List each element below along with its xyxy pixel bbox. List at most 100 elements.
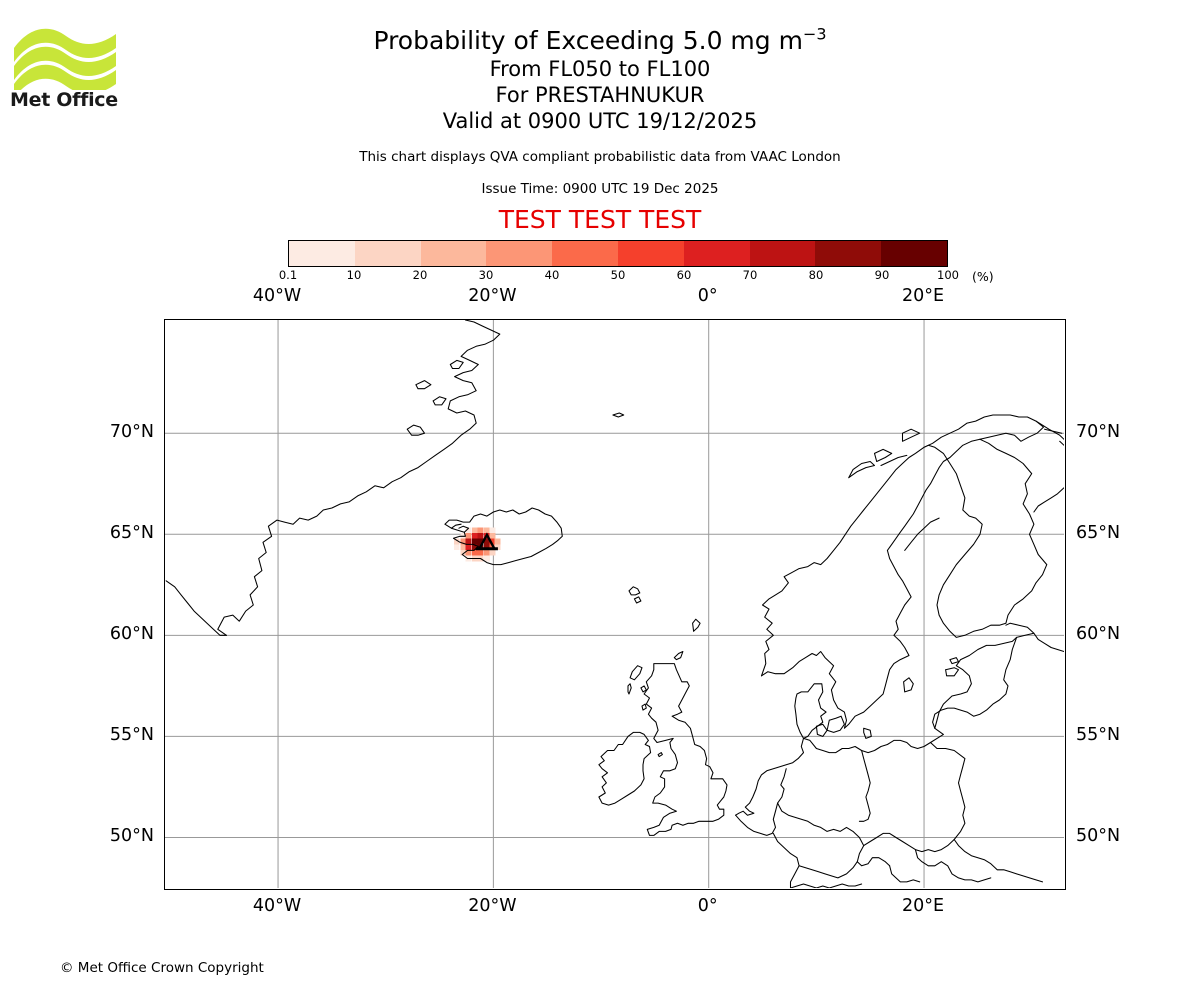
coastline-path-8	[458, 525, 470, 533]
copyright-notice: © Met Office Crown Copyright	[60, 960, 264, 976]
coastline-path-48	[929, 741, 966, 841]
met-office-logo-text: Met Office	[10, 89, 118, 111]
ash-cell	[472, 538, 479, 545]
ash-cell	[465, 533, 472, 539]
ash-cell	[489, 533, 496, 539]
coastline-path-40	[1059, 440, 1064, 446]
coastline-path-39	[1033, 487, 1064, 513]
ash-cell	[472, 544, 479, 551]
logo-wave-2	[14, 46, 116, 80]
coastline-path-36	[945, 667, 960, 677]
colorbar-segment-1	[354, 241, 421, 266]
axis-label-lon-bot-0: 0°	[697, 896, 718, 916]
axis-label-lat-left-70: 70°N	[109, 422, 154, 443]
axis-label-lat-left-65: 65°N	[109, 523, 154, 544]
colorbar-tick-40: 40	[544, 268, 560, 282]
ash-cell	[453, 538, 460, 545]
test-banner: TEST TEST TEST	[498, 205, 702, 234]
volcano-marker-layer	[475, 532, 498, 551]
axis-label-lat-left-60: 60°N	[109, 624, 154, 645]
coastline-path-16	[629, 665, 643, 681]
volcano-name-subtitle: For PRESTAHNUKUR	[495, 83, 705, 107]
ash-cell	[465, 544, 472, 551]
coastline-path-13	[673, 650, 684, 661]
coastline-path-51	[953, 838, 1044, 883]
coastline-path-41	[1044, 428, 1063, 434]
ash-cell	[477, 533, 484, 539]
colorbar-tick-10: 10	[346, 268, 362, 282]
coastline-path-20	[598, 731, 652, 806]
met-office-logo: Met Office	[10, 18, 120, 114]
coastline-path-46	[863, 832, 955, 853]
coastline-path-19	[657, 752, 663, 758]
coastline-path-0	[217, 320, 501, 636]
axis-label-lat-right-60: 60°N	[1076, 624, 1121, 645]
page-title-text: Probability of Exceeding 5.0 mg m	[373, 26, 803, 55]
colorbar-tick-labels: 0.1 10 20 30 40 50 60 70 80 90 100	[279, 267, 959, 283]
ash-cell	[483, 544, 490, 551]
coastline-path-37	[949, 657, 960, 665]
colorbar-tick-100: 100	[937, 268, 959, 282]
ash-cell	[494, 544, 501, 551]
colorbar-tick-20: 20	[412, 268, 428, 282]
chart-title-block: Probability of Exceeding 5.0 mg m−3 From…	[0, 0, 1200, 234]
coastline-path-30	[794, 683, 827, 739]
ash-cell	[477, 538, 484, 545]
map-panel: 40°W 40°W 20°W 20°W 0° 0° 20°E 20°E 70°N 70°N 65°N…	[110, 286, 1120, 916]
coastline-path-44	[798, 857, 891, 879]
ash-cell	[477, 527, 484, 534]
colorbar-tick-80: 80	[808, 268, 824, 282]
page-title: Probability of Exceeding 5.0 mg m−3	[0, 26, 1200, 56]
axis-label-lat-right-55: 55°N	[1076, 725, 1121, 746]
colorbar-segment-7	[749, 241, 816, 266]
colorbar-tick-60: 60	[676, 268, 692, 282]
coastline-path-23	[848, 460, 876, 479]
coastline-path-47	[858, 749, 871, 822]
issue-time-label: Issue Time: 0900 UTC 19 Dec 2025	[481, 181, 719, 197]
coastline-path-14	[643, 663, 728, 836]
coastline-path-26	[1035, 420, 1064, 440]
coastline-path-45	[777, 802, 865, 863]
ash-cell	[465, 527, 472, 534]
ash-cell	[483, 538, 490, 545]
coastline-path-31	[826, 715, 845, 733]
colorbar-segment-9	[881, 241, 947, 266]
colorbar-tick-90: 90	[874, 268, 890, 282]
ash-cell	[483, 527, 490, 534]
coastline-path-9	[450, 523, 462, 529]
coastline-path-54	[789, 883, 863, 888]
coastline-path-28	[923, 438, 1048, 638]
coastline-path-18	[641, 703, 647, 711]
axis-label-lon-bot--40: 40°W	[252, 896, 302, 916]
flight-level-subtitle: From FL050 to FL100	[489, 57, 711, 81]
ash-cell	[494, 538, 501, 545]
ash-cell	[472, 533, 479, 539]
ash-cell	[472, 550, 479, 556]
ash-cell	[489, 538, 496, 545]
coastline-path-2	[406, 424, 426, 436]
map-gridlines	[165, 320, 1064, 888]
logo-wave-1	[14, 28, 116, 63]
ash-cell	[453, 544, 460, 551]
ash-cell	[465, 550, 472, 556]
colorbar-tick-0.1: 0.1	[278, 268, 298, 282]
coastline-path-22	[880, 454, 908, 467]
axis-label-lon-bot-20: 20°E	[901, 896, 945, 916]
coastline-path-25	[901, 428, 921, 442]
map-canvas	[165, 320, 1064, 888]
logo-wave-3	[14, 64, 116, 90]
coastline-path-15	[627, 683, 632, 695]
coastline-path-52	[914, 849, 992, 883]
coastline-path-34	[735, 737, 805, 816]
axis-label-lat-left-55: 55°N	[109, 725, 154, 746]
colorbar-tick-30: 30	[478, 268, 494, 282]
probability-colorbar: 0.1 10 20 30 40 50 60 70 80 90 100	[279, 240, 959, 282]
coastline-path-1	[165, 580, 227, 636]
coastline-path-49	[932, 636, 1018, 729]
coastline-path-29	[904, 517, 940, 551]
colorbar-segment-4	[552, 241, 618, 266]
axis-label-lon-top--20: 20°W	[468, 286, 517, 306]
colorbar-unit-label: (%)	[972, 269, 994, 284]
ash-cell	[465, 538, 472, 545]
axis-label-lat-left-50: 50°N	[109, 826, 154, 847]
